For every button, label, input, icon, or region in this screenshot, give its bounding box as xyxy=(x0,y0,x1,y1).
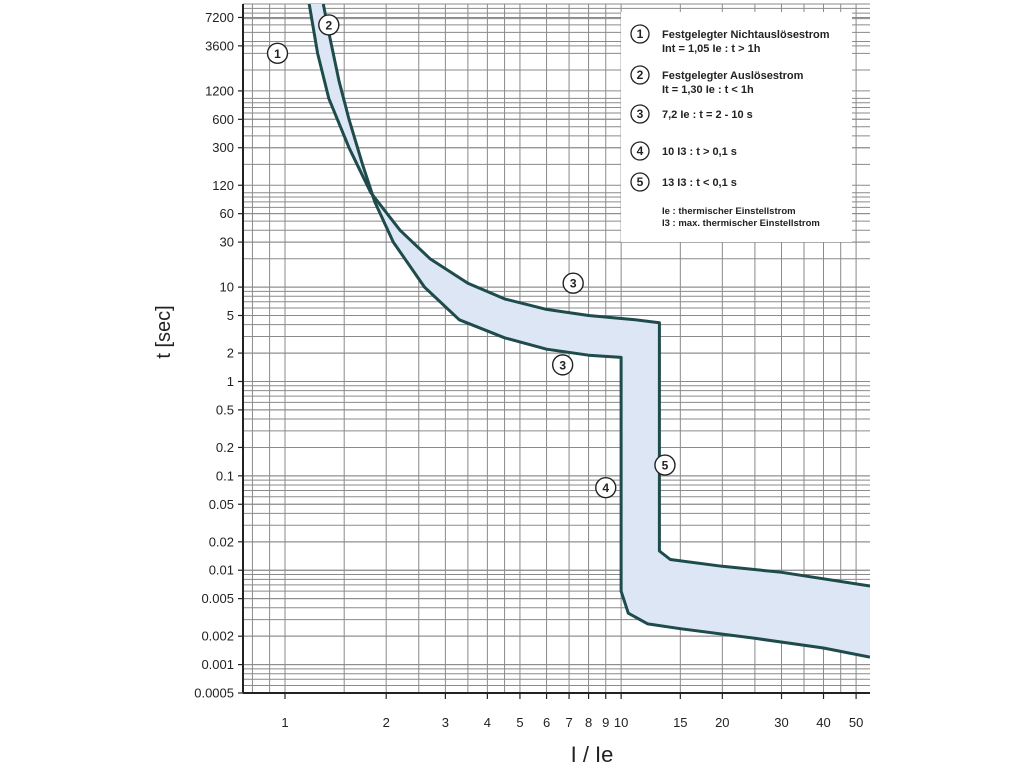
y-tick-label: 120 xyxy=(212,178,234,193)
y-tick-label: 0.5 xyxy=(216,402,234,417)
legend-circle xyxy=(630,65,650,85)
y-tick-label: 5 xyxy=(227,308,234,323)
y-tick-label: 0.005 xyxy=(201,591,234,606)
y-tick-label: 1 xyxy=(227,374,234,389)
legend-circle xyxy=(630,104,650,124)
x-tick-label: 10 xyxy=(614,715,628,730)
legend-item-5: 5 13 I3 : t < 0,1 s xyxy=(630,172,737,192)
curve-marker-2: 2 xyxy=(318,14,340,36)
y-tick-label: 0.02 xyxy=(209,534,234,549)
legend-line1: Festgelegter Auslösestrom xyxy=(662,70,804,82)
y-tick-label: 600 xyxy=(212,112,234,127)
y-tick-label: 0.01 xyxy=(209,563,234,578)
legend: 1 Festgelegter Nichtauslösestrom Int = 1,0… xyxy=(621,12,852,242)
x-tick-label: 6 xyxy=(543,715,550,730)
legend-item-4: 4 10 I3 : t > 0,1 s xyxy=(630,141,737,161)
x-tick-label: 2 xyxy=(383,715,390,730)
y-tick-label: 0.002 xyxy=(201,629,234,644)
legend-line1: Festgelegter Nichtauslösestrom xyxy=(662,29,830,41)
legend-line2: Int = 1,05 Ie : t > 1h xyxy=(662,43,761,55)
curve-marker-3: 3 xyxy=(551,354,574,376)
legend-item-3: 3 7,2 Ie : t = 2 - 10 s xyxy=(630,104,753,124)
legend-line1: 10 I3 : t > 0,1 s xyxy=(662,146,737,158)
trip-band xyxy=(307,4,870,659)
x-tick-label: 8 xyxy=(585,715,592,730)
x-tick-label: 7 xyxy=(565,715,572,730)
legend-number: 5 xyxy=(637,175,644,189)
y-tick-label: 10 xyxy=(220,280,234,295)
x-tick-label: 20 xyxy=(715,715,729,730)
y-tick-label: 60 xyxy=(220,206,234,221)
y-tick-label: 3600 xyxy=(205,38,234,53)
y-tick-label: 0.2 xyxy=(216,440,234,455)
tick-labels: 0.0005 0.001 0.002 0.005 0.01 0.02 0.05 0.1 0.2 0… xyxy=(194,10,863,730)
y-tick-label: 0.0005 xyxy=(194,686,234,701)
legend-note: Ie : thermischer Einstellstrom xyxy=(662,206,796,217)
x-tick-label: 5 xyxy=(516,715,523,730)
legend-number: 3 xyxy=(637,107,644,121)
legend-line1: 13 I3 : t < 0,1 s xyxy=(662,177,737,189)
y-tick-label: 7200 xyxy=(205,10,234,25)
y-axis-label: t [sec] xyxy=(153,305,175,358)
curve-marker-1: 1 xyxy=(266,42,289,65)
marker-number: 3 xyxy=(570,277,577,291)
x-axis-label: I / Ie xyxy=(571,742,614,767)
y-tick-label: 2 xyxy=(227,346,234,361)
marker-circle xyxy=(562,272,584,294)
x-tick-label: 3 xyxy=(442,715,449,730)
x-tick-label: 4 xyxy=(484,715,491,730)
marker-number: 1 xyxy=(274,47,281,61)
y-tick-label: 30 xyxy=(220,235,234,250)
x-tick-label: 1 xyxy=(281,715,288,730)
legend-line1: 7,2 Ie : t = 2 - 10 s xyxy=(662,109,753,121)
y-tick-label: 0.05 xyxy=(209,497,234,512)
legend-line2: It = 1,30 Ie : t < 1h xyxy=(662,84,754,96)
marker-number: 5 xyxy=(662,459,669,473)
legend-circle xyxy=(630,172,650,192)
x-tick-label: 30 xyxy=(774,715,788,730)
legend-box xyxy=(621,12,852,242)
marker-circle xyxy=(318,14,340,36)
y-tick-label: 1200 xyxy=(205,83,234,98)
marker-circle xyxy=(654,454,676,476)
legend-note: I3 : max. thermischer Einstellstrom xyxy=(662,218,820,229)
x-tick-label: 40 xyxy=(816,715,830,730)
y-tick-label: 0.001 xyxy=(201,657,234,672)
x-tick-label: 15 xyxy=(673,715,687,730)
trip-band-fill xyxy=(309,4,870,658)
curve-marker-5: 5 xyxy=(654,454,676,476)
marker-number: 3 xyxy=(559,358,566,372)
marker-number: 4 xyxy=(602,481,609,495)
legend-item-2: 2 Festgelegter Auslösestrom It = 1,30 Ie :… xyxy=(630,65,804,96)
marker-circle xyxy=(551,354,574,376)
x-tick-label: 50 xyxy=(849,715,863,730)
lower-curve-line xyxy=(321,4,870,659)
x-tick-label: 9 xyxy=(602,715,609,730)
curve-marker-4: 4 xyxy=(595,476,617,499)
legend-circle xyxy=(630,24,650,44)
legend-circle xyxy=(630,141,650,161)
curve-marker-3: 3 xyxy=(562,272,584,294)
y-tick-label: 300 xyxy=(212,140,234,155)
curve-markers: 1 2 3 3 4 5 xyxy=(266,14,676,499)
upper-curve-line xyxy=(307,4,870,588)
legend-number: 4 xyxy=(637,144,644,158)
y-tick-label: 0.1 xyxy=(216,468,234,483)
marker-circle xyxy=(595,476,617,499)
legend-item-1: 1 Festgelegter Nichtauslösestrom Int = 1,0… xyxy=(630,24,830,55)
legend-number: 2 xyxy=(637,68,644,82)
marker-circle xyxy=(266,42,289,65)
legend-number: 1 xyxy=(637,27,644,41)
marker-number: 2 xyxy=(325,18,332,32)
